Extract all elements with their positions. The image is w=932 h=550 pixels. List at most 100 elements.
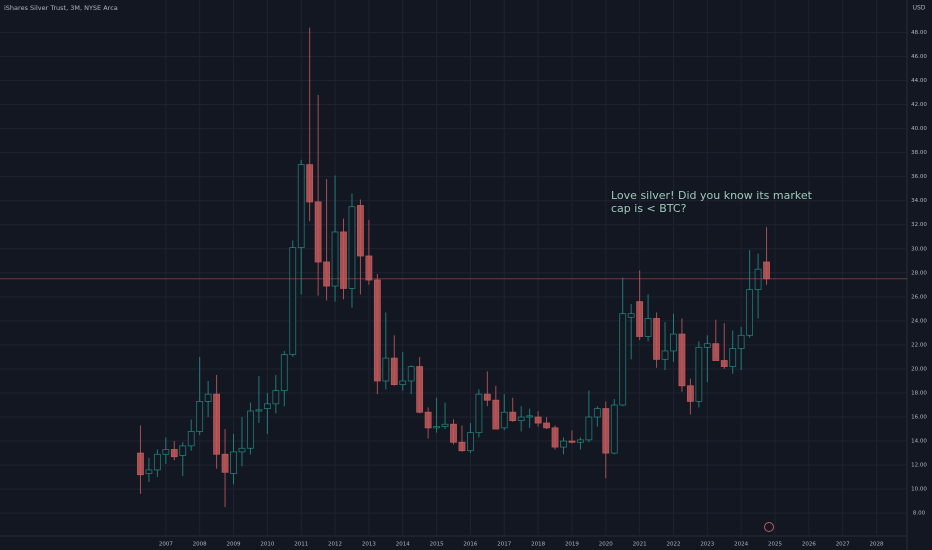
candle-body xyxy=(272,390,280,405)
candle-body xyxy=(416,366,424,413)
price-axis-unit: USD xyxy=(913,5,926,12)
candle-body xyxy=(568,440,576,443)
y-tick-label: 48.00 xyxy=(911,30,927,36)
candle-body xyxy=(746,289,754,336)
y-tick-label: 8.00 xyxy=(913,511,926,517)
candle-body xyxy=(577,439,584,443)
y-tick-label: 32.00 xyxy=(911,222,927,228)
candle-body xyxy=(179,445,187,456)
x-tick-label: 2020 xyxy=(599,542,613,548)
event-icon[interactable] xyxy=(764,522,774,532)
candle-body xyxy=(221,453,229,473)
candle-body xyxy=(204,393,212,402)
y-tick-label: 12.00 xyxy=(911,463,927,469)
candle-body xyxy=(373,279,381,382)
x-tick-label: 2010 xyxy=(260,542,274,548)
y-tick-label: 20.00 xyxy=(911,366,927,372)
candle-body xyxy=(670,333,677,352)
y-tick-label: 16.00 xyxy=(911,415,927,421)
candle-body xyxy=(703,343,711,348)
candle-body xyxy=(187,431,195,447)
candle-body xyxy=(627,313,635,318)
candle-body xyxy=(687,385,694,402)
y-tick-label: 44.00 xyxy=(911,78,927,84)
candle-body xyxy=(619,313,627,406)
candle-body xyxy=(365,255,373,281)
x-tick-label: 2027 xyxy=(836,542,850,548)
x-tick-label: 2013 xyxy=(362,542,376,548)
y-tick-label: 10.00 xyxy=(911,487,927,493)
x-tick-label: 2024 xyxy=(734,542,748,548)
y-tick-label: 30.00 xyxy=(911,246,927,252)
annotation-line: Love silver! Did you know its market xyxy=(611,189,813,202)
candle-body xyxy=(247,410,254,449)
candle-body xyxy=(467,432,474,452)
candle-body xyxy=(238,447,246,453)
candle-body xyxy=(170,449,178,458)
candle-body xyxy=(196,400,204,432)
y-tick-label: 36.00 xyxy=(911,174,927,180)
candle-body xyxy=(653,318,660,360)
x-tick-label: 2028 xyxy=(870,542,884,548)
candle-body xyxy=(729,348,737,367)
candle-body xyxy=(526,415,534,418)
candle-body xyxy=(153,453,161,471)
candle-body xyxy=(162,449,170,455)
y-tick-label: 34.00 xyxy=(911,198,927,204)
candle-body xyxy=(458,441,466,452)
candle-body xyxy=(585,416,593,441)
candle-body xyxy=(543,422,550,429)
candle-body xyxy=(407,366,415,382)
candle-body xyxy=(534,416,542,424)
y-tick-label: 22.00 xyxy=(911,342,927,348)
x-tick-label: 2017 xyxy=(497,542,511,548)
candle-body xyxy=(382,357,390,382)
x-tick-label: 2021 xyxy=(633,542,647,548)
y-tick-label: 18.00 xyxy=(911,390,927,396)
x-tick-label: 2016 xyxy=(463,542,477,548)
candle-body xyxy=(450,423,457,443)
x-tick-label: 2008 xyxy=(193,542,207,548)
y-tick-label: 40.00 xyxy=(911,126,927,132)
x-tick-label: 2025 xyxy=(768,542,782,548)
candles xyxy=(0,27,907,508)
candle-body xyxy=(424,411,432,429)
candle-body xyxy=(737,334,745,349)
candle-body xyxy=(763,261,770,280)
candle-body xyxy=(593,408,601,418)
x-tick-label: 2019 xyxy=(565,542,579,548)
candle-body xyxy=(399,380,407,385)
candle-body xyxy=(636,301,644,337)
x-tick-label: 2007 xyxy=(159,542,173,548)
candle-body xyxy=(263,403,271,410)
grid xyxy=(0,0,907,536)
candle-body xyxy=(695,346,703,402)
candle-body xyxy=(678,333,686,387)
candle-body xyxy=(610,404,618,454)
candle-body xyxy=(433,426,440,429)
candle-body xyxy=(323,261,330,287)
y-tick-label: 38.00 xyxy=(911,150,927,156)
candle-body xyxy=(297,164,305,248)
candle-body xyxy=(255,409,263,412)
candle-body xyxy=(483,393,491,401)
candle-body xyxy=(517,416,525,422)
candle-body xyxy=(289,247,297,355)
candle-body xyxy=(348,206,356,289)
x-tick-label: 2018 xyxy=(531,542,545,548)
y-tick-label: 14.00 xyxy=(911,439,927,445)
y-tick-label: 28.00 xyxy=(911,270,927,276)
chart-title: iShares Silver Trust, 3M, NYSE Arca xyxy=(4,4,118,12)
candle-body xyxy=(340,231,347,289)
candle-body xyxy=(230,451,237,474)
candle-body xyxy=(213,393,220,455)
candle-body xyxy=(314,201,322,263)
x-tick-label: 2023 xyxy=(700,542,714,548)
candle-body xyxy=(509,411,517,422)
y-tick-label: 26.00 xyxy=(911,294,927,300)
candle-body xyxy=(500,411,508,429)
candle-body xyxy=(602,408,610,454)
y-tick-label: 46.00 xyxy=(911,54,927,60)
x-tick-label: 2026 xyxy=(802,542,816,548)
